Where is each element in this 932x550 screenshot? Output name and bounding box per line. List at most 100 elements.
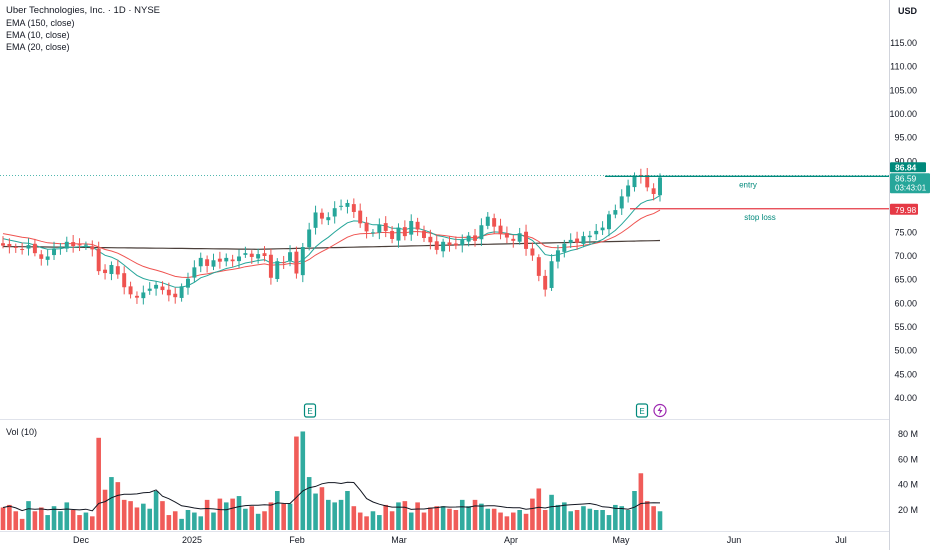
candle-body xyxy=(109,264,114,275)
time-tick-label: Jul xyxy=(835,535,847,545)
volume-bar xyxy=(345,491,350,530)
candle-body xyxy=(300,247,305,276)
candle-body xyxy=(530,248,535,256)
volume-bar xyxy=(555,504,561,530)
candle-body xyxy=(339,205,344,207)
volume-bar xyxy=(281,503,286,530)
candle-body xyxy=(115,266,120,275)
volume-bar xyxy=(542,510,548,530)
time-tick-label: Apr xyxy=(504,535,518,545)
candle-body xyxy=(619,196,624,209)
price-tick-label: 70.00 xyxy=(894,251,917,261)
time-tick-label: Jun xyxy=(727,535,742,545)
volume-bar xyxy=(38,507,44,530)
candle-body xyxy=(319,212,324,219)
volume-bar xyxy=(102,489,108,530)
candle-body xyxy=(64,241,69,249)
volume-bar xyxy=(313,493,318,530)
volume-bar xyxy=(26,501,31,530)
dividend-marker[interactable] xyxy=(653,403,667,418)
candle-body xyxy=(281,262,286,264)
time-tick-label: Feb xyxy=(289,535,305,545)
candle-body xyxy=(186,278,190,288)
candle-body xyxy=(122,273,127,288)
candle-body xyxy=(77,244,82,246)
earnings-badge-letter: E xyxy=(639,407,644,416)
candle-body xyxy=(179,286,184,298)
volume-bar xyxy=(485,508,491,530)
price-tick-label: 95.00 xyxy=(894,133,917,143)
price-tick-label: 75.00 xyxy=(894,227,917,237)
volume-tick-label: 80 M xyxy=(898,429,918,439)
volume-bar xyxy=(581,506,586,530)
symbol-title[interactable]: Uber Technologies, Inc. · 1D · NYSE xyxy=(6,5,161,16)
volume-bar xyxy=(77,515,82,530)
candle-body xyxy=(415,221,420,230)
chart-legend: Uber Technologies, Inc. · 1D · NYSE EMA … xyxy=(6,5,160,53)
candle-body xyxy=(275,261,280,280)
volume-bar xyxy=(45,515,50,530)
volume-bar xyxy=(0,507,6,530)
volume-bar xyxy=(198,516,204,530)
volume-pane-label[interactable]: Vol (10) xyxy=(6,427,38,437)
volume-bar xyxy=(326,499,331,530)
volume-bar xyxy=(638,473,644,530)
candle-body xyxy=(96,248,101,272)
volume-bar xyxy=(90,516,95,530)
volume-bar xyxy=(96,437,101,530)
last-price-badge xyxy=(890,173,930,194)
volume-bar xyxy=(447,508,452,530)
volume-bar xyxy=(332,502,337,530)
volume-bar xyxy=(587,508,593,530)
candle-body xyxy=(154,284,159,289)
candle-body xyxy=(358,210,363,224)
candle-body xyxy=(492,218,497,227)
candle-body xyxy=(166,289,171,296)
earnings-marker-may[interactable]: E xyxy=(635,403,649,418)
volume-bar xyxy=(498,512,503,530)
earnings-badge-frame xyxy=(303,403,317,418)
time-tick-label: Mar xyxy=(391,535,407,545)
volume-bar xyxy=(370,511,376,530)
candle-body xyxy=(447,242,452,246)
volume-bar xyxy=(147,508,153,530)
volume-bar xyxy=(351,506,357,530)
volume-bar xyxy=(389,511,395,530)
volume-bar xyxy=(606,515,612,530)
volume-bar xyxy=(58,511,63,530)
volume-bar xyxy=(64,502,70,530)
entry-annotation: entry xyxy=(739,180,757,189)
candle-body xyxy=(237,256,241,262)
volume-bar xyxy=(377,515,382,530)
stop-loss-annotation: stop loss xyxy=(744,213,776,222)
volume-bar xyxy=(134,507,140,530)
volume-bar xyxy=(383,504,389,530)
candle-body xyxy=(230,259,235,262)
candle-body xyxy=(428,236,433,243)
volume-bar xyxy=(192,512,197,530)
volume-bar xyxy=(268,502,274,530)
earnings-marker-feb[interactable]: E xyxy=(303,403,317,418)
candle-body xyxy=(173,293,178,298)
volume-bar xyxy=(243,508,248,530)
candle-body xyxy=(128,286,133,295)
volume-bar xyxy=(504,516,510,530)
lightning-icon xyxy=(657,406,663,415)
indicator-ema20-label[interactable]: EMA (20, close) xyxy=(6,42,70,52)
indicator-ema150-label[interactable]: EMA (150, close) xyxy=(6,18,75,28)
candle-body xyxy=(83,244,88,246)
candle-body xyxy=(594,230,599,235)
currency-label[interactable]: USD xyxy=(898,6,918,16)
candle-body xyxy=(52,248,57,256)
volume-bar xyxy=(440,506,446,530)
volume-bar xyxy=(230,498,235,530)
candle-body xyxy=(364,222,369,232)
volume-bar xyxy=(657,511,663,530)
volume-bar xyxy=(619,506,625,530)
candle-body xyxy=(332,208,337,217)
indicator-ema10-label[interactable]: EMA (10, close) xyxy=(6,30,70,40)
candle-body xyxy=(473,235,477,241)
candle-body xyxy=(466,235,471,242)
